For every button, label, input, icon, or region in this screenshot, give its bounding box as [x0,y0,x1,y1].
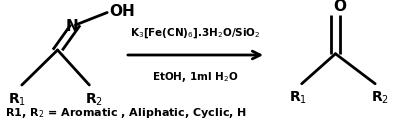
Text: R1, R$_2$ = Aromatic , Aliphatic, Cyclic, H: R1, R$_2$ = Aromatic , Aliphatic, Cyclic… [5,106,247,120]
Text: R$_1$: R$_1$ [289,90,307,106]
Text: K$_3$[Fe(CN)$_6$].3H$_2$O/SiO$_2$: K$_3$[Fe(CN)$_6$].3H$_2$O/SiO$_2$ [130,26,261,40]
Text: OH: OH [109,4,135,19]
Text: R$_1$: R$_1$ [8,91,26,108]
Text: O: O [333,0,346,14]
Text: R$_2$: R$_2$ [371,90,389,106]
Text: N: N [66,19,79,34]
Text: EtOH, 1ml H$_2$O: EtOH, 1ml H$_2$O [152,70,239,84]
Text: R$_2$: R$_2$ [85,91,103,108]
